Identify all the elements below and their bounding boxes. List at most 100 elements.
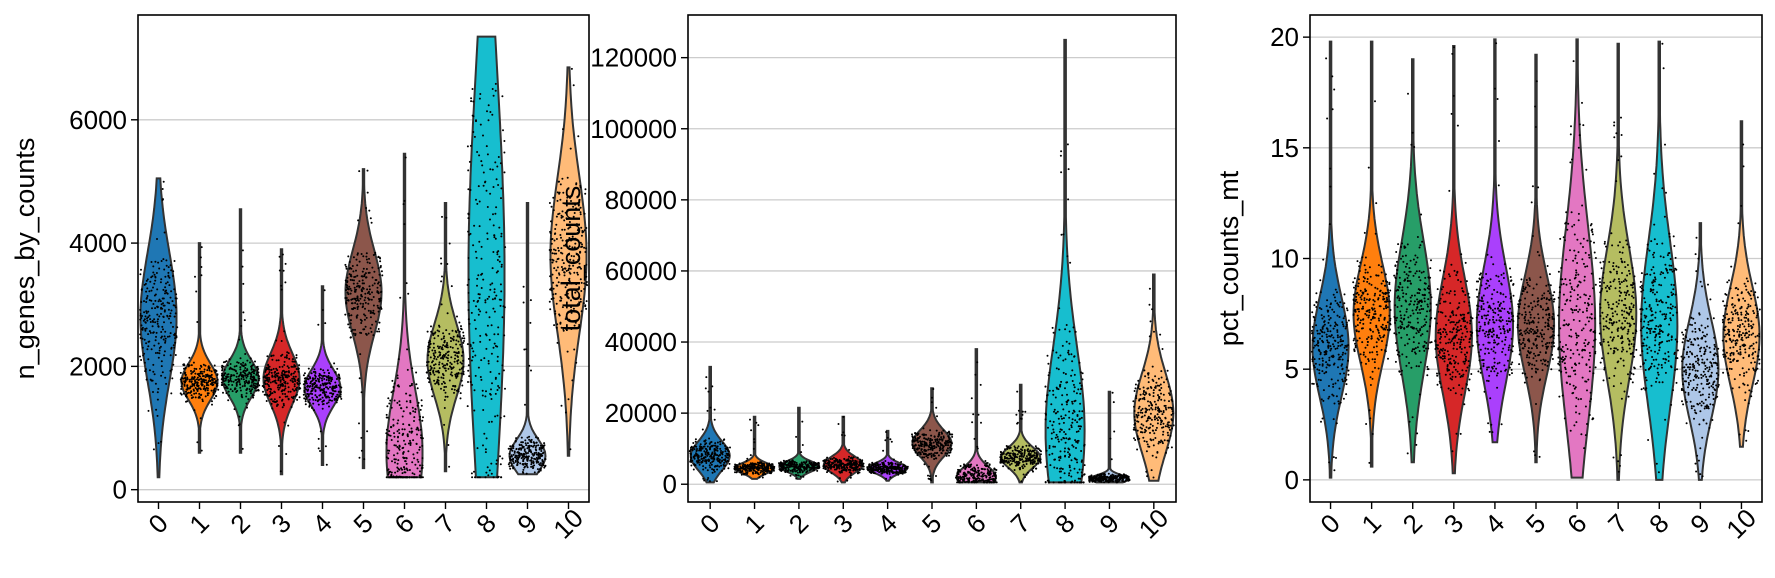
data-point xyxy=(713,447,716,450)
data-point xyxy=(708,464,711,467)
data-point xyxy=(164,292,166,295)
data-point xyxy=(570,67,573,70)
data-point xyxy=(168,335,171,338)
data-point xyxy=(799,475,802,478)
data-point xyxy=(504,246,507,249)
data-point xyxy=(749,454,752,457)
data-point xyxy=(373,282,376,285)
data-point xyxy=(721,460,723,463)
data-point xyxy=(700,453,703,456)
data-point xyxy=(1009,459,1012,462)
data-point xyxy=(279,380,282,383)
data-point xyxy=(557,281,560,284)
data-point xyxy=(254,382,257,385)
data-point xyxy=(988,463,991,466)
data-point xyxy=(282,402,285,405)
data-point xyxy=(958,479,961,482)
data-point xyxy=(173,315,176,318)
data-point xyxy=(471,383,473,386)
data-point xyxy=(253,369,256,372)
data-point xyxy=(849,476,852,479)
data-point xyxy=(492,224,495,227)
data-point xyxy=(412,439,415,442)
data-point xyxy=(567,398,570,401)
data-point xyxy=(242,371,245,373)
data-point xyxy=(930,444,933,447)
data-point xyxy=(364,272,367,275)
data-point xyxy=(471,347,474,350)
data-point xyxy=(881,465,884,468)
data-point xyxy=(519,462,522,465)
data-point xyxy=(307,393,310,396)
data-point xyxy=(220,381,223,384)
data-point xyxy=(173,333,176,336)
violin-points-8 xyxy=(466,82,507,479)
data-point xyxy=(956,481,959,484)
data-point xyxy=(442,380,445,383)
data-point xyxy=(323,374,326,377)
data-point xyxy=(140,324,143,327)
data-point xyxy=(421,464,424,467)
data-point xyxy=(559,321,562,324)
data-point xyxy=(312,370,315,373)
data-point xyxy=(956,472,959,475)
data-point xyxy=(869,468,872,471)
data-point xyxy=(850,466,853,469)
data-point xyxy=(972,476,974,479)
data-point xyxy=(468,160,471,163)
data-point xyxy=(923,437,926,440)
data-point xyxy=(396,440,399,443)
data-point xyxy=(368,293,371,296)
data-point xyxy=(449,373,452,376)
data-point xyxy=(142,354,145,357)
data-point xyxy=(269,381,272,384)
data-point xyxy=(274,370,277,373)
data-point xyxy=(868,463,871,466)
data-point xyxy=(421,444,424,447)
data-point xyxy=(276,369,279,372)
data-point xyxy=(380,306,382,309)
data-point xyxy=(585,307,588,310)
data-point xyxy=(462,359,465,362)
data-point xyxy=(813,462,816,464)
data-point xyxy=(212,392,215,394)
data-point xyxy=(572,215,575,218)
data-point xyxy=(369,217,372,220)
data-point xyxy=(344,297,347,299)
data-point xyxy=(171,377,174,380)
data-point xyxy=(755,463,758,466)
data-point xyxy=(552,209,555,212)
data-point xyxy=(989,470,992,473)
data-point xyxy=(570,311,573,314)
data-point xyxy=(535,460,538,463)
data-point xyxy=(409,384,412,387)
data-point xyxy=(302,374,305,377)
data-point xyxy=(488,316,491,319)
data-point xyxy=(273,398,276,401)
data-point xyxy=(313,383,316,386)
data-point xyxy=(292,397,295,400)
data-point xyxy=(170,269,173,272)
data-point xyxy=(826,466,829,469)
data-point xyxy=(467,309,470,311)
data-point xyxy=(329,392,332,395)
data-point xyxy=(994,474,997,477)
data-point xyxy=(941,438,944,441)
data-point xyxy=(436,329,439,332)
data-point xyxy=(213,381,216,384)
data-point xyxy=(931,447,934,450)
data-point xyxy=(419,464,421,467)
data-point xyxy=(393,458,396,461)
data-point xyxy=(354,334,357,337)
data-point xyxy=(493,291,496,294)
data-point xyxy=(900,461,903,463)
data-point xyxy=(282,379,285,382)
data-point xyxy=(874,466,877,468)
data-point xyxy=(578,262,581,265)
data-point xyxy=(713,408,716,411)
data-point xyxy=(539,462,542,465)
data-point xyxy=(511,449,514,452)
data-point xyxy=(236,389,239,392)
data-point xyxy=(510,455,513,458)
